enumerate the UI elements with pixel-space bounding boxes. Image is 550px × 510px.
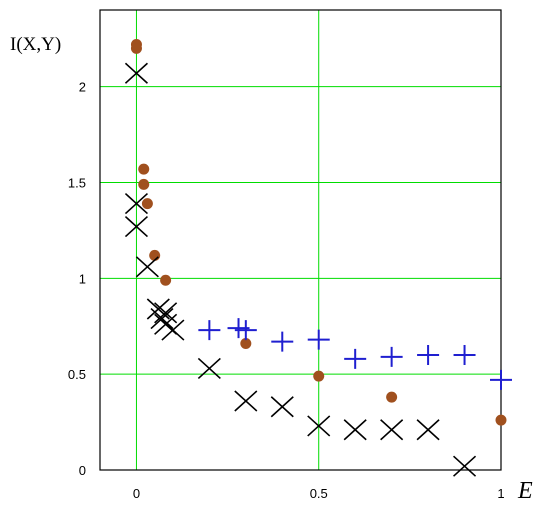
plus-marker: [453, 345, 476, 365]
dot-marker: [130, 42, 142, 54]
grid: [100, 10, 501, 470]
x-axis-title: E: [517, 478, 533, 504]
cross-marker: [234, 390, 258, 412]
y-tick-label: 1.5: [68, 176, 86, 191]
cross-marker: [453, 455, 477, 477]
plus-marker: [234, 320, 257, 341]
dot-marker: [138, 178, 150, 190]
tick-labels: 0 0.5 1 0 0.5 1 1.5 2: [68, 80, 505, 501]
cross-marker: [124, 62, 148, 84]
x-tick-label: 0.5: [310, 486, 328, 501]
x-tick-label: 1: [497, 486, 504, 501]
cross-marker: [161, 319, 185, 341]
cross-marker: [416, 419, 440, 441]
y-tick-label: 0: [79, 463, 86, 478]
cross-marker: [124, 215, 148, 238]
cross-marker: [307, 415, 331, 437]
cross-marker: [124, 192, 148, 215]
dot-marker: [313, 370, 325, 382]
plus-marker: [198, 320, 221, 341]
cross-marker: [380, 419, 404, 441]
plot-frame: [99, 9, 502, 471]
data-marks: [124, 39, 512, 477]
cross-marker: [135, 256, 159, 278]
cross-marker: [154, 302, 178, 324]
plus-marker: [344, 348, 367, 369]
dot-marker: [141, 198, 153, 210]
plus-marker: [417, 345, 440, 365]
cross-marker: [270, 396, 294, 418]
y-tick-label: 1: [79, 271, 86, 286]
dot-marker: [160, 274, 172, 286]
y-tick-label: 0.5: [68, 367, 86, 382]
plus-marker: [271, 331, 294, 352]
dot-marker: [495, 414, 507, 426]
y-tick-label: 2: [79, 80, 86, 95]
plus-marker: [380, 346, 403, 367]
dot-marker: [386, 391, 398, 403]
dot-marker: [138, 163, 150, 175]
cross-marker: [343, 419, 367, 441]
x-tick-label: 0: [133, 486, 140, 501]
dot-marker: [240, 338, 252, 349]
plus-marker: [490, 369, 512, 390]
plus-marker: [307, 329, 330, 350]
cross-marker: [150, 307, 174, 330]
cross-marker: [197, 357, 221, 380]
y-axis-title: I(X,Y): [10, 34, 61, 55]
